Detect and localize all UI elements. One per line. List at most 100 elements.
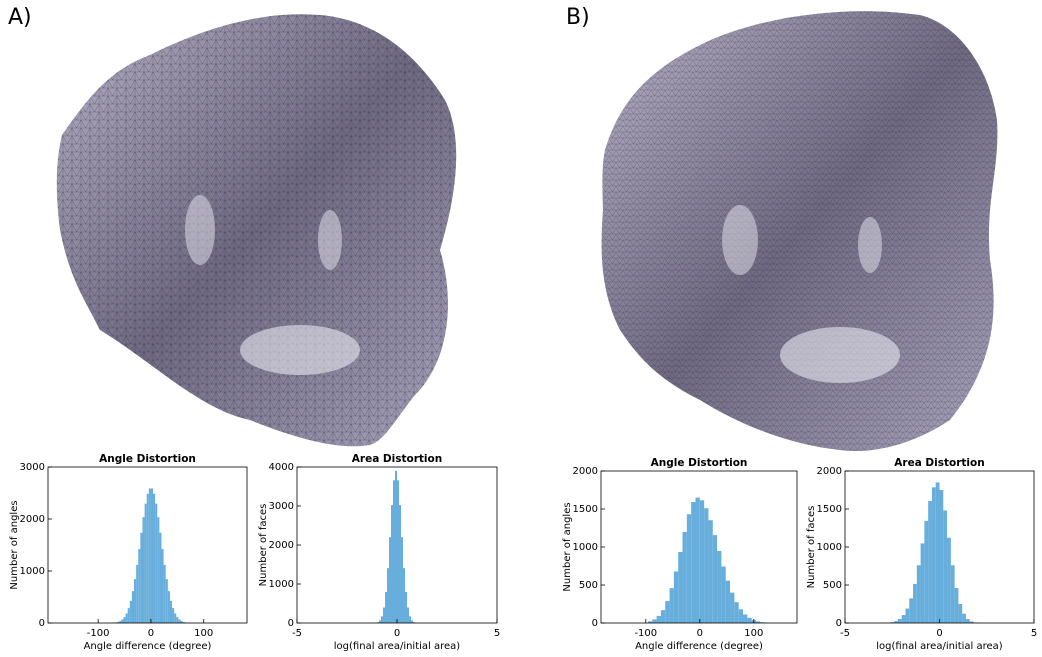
y-tick-label: 4000: [269, 462, 294, 473]
bar: [168, 591, 170, 623]
x-tick-label: 5: [1031, 628, 1037, 639]
y-tick-label: 0: [836, 618, 842, 629]
bar: [174, 613, 176, 623]
bar: [713, 535, 717, 623]
y-tick-label: 2000: [20, 514, 45, 525]
bar: [687, 514, 691, 623]
panel-label: A): [8, 5, 32, 30]
bar: [123, 617, 125, 623]
bar: [170, 601, 172, 623]
x-tick-label: 0: [148, 628, 154, 639]
bar: [403, 568, 405, 623]
bar: [172, 608, 174, 623]
bar: [389, 537, 391, 623]
bar: [734, 602, 738, 623]
bar: [947, 538, 951, 623]
y-tick-label: 2000: [817, 466, 842, 477]
bar: [387, 568, 389, 623]
x-axis-label: Angle difference (degree): [635, 641, 763, 652]
bar: [149, 488, 151, 623]
bar: [913, 584, 917, 623]
bar: [399, 505, 401, 623]
bar: [683, 532, 687, 623]
bar: [747, 618, 751, 623]
y-axis-label: Number of angles: [562, 502, 573, 591]
x-tick-label: -100: [87, 628, 110, 639]
bar: [670, 588, 674, 623]
bar: [932, 487, 936, 623]
y-tick-label: 500: [579, 580, 598, 591]
x-tick-label: -5: [292, 628, 302, 639]
y-tick-label: 0: [592, 618, 598, 629]
x-tick-label: 0: [936, 628, 942, 639]
bar: [695, 498, 699, 623]
bar: [159, 533, 161, 623]
bar: [928, 501, 932, 623]
bar: [665, 601, 669, 623]
mesh-render-a: [57, 14, 456, 446]
x-tick-label: 5: [494, 628, 500, 639]
bar: [126, 613, 128, 623]
bar: [704, 508, 708, 623]
bar: [726, 581, 730, 623]
bar: [130, 601, 132, 623]
y-axis-label: Number of angles: [9, 500, 20, 589]
bar: [902, 615, 906, 623]
chart-title: Angle Distortion: [99, 453, 196, 465]
bar: [166, 579, 168, 623]
x-tick-label: 0: [394, 628, 400, 639]
y-tick-label: 1000: [817, 542, 842, 553]
page: A) B) -10001000100020003000Angle Distort…: [0, 0, 1042, 657]
bar: [164, 565, 166, 623]
bar: [391, 505, 393, 623]
bar: [161, 549, 163, 623]
bar: [407, 608, 409, 623]
y-axis-label: Number of faces: [806, 506, 817, 589]
x-tick-label: -5: [840, 628, 850, 639]
y-tick-label: 1000: [20, 566, 45, 577]
bar: [921, 543, 925, 623]
bar: [121, 619, 123, 623]
bar: [951, 565, 955, 623]
bar: [743, 614, 747, 623]
bar: [142, 517, 144, 623]
bar: [717, 551, 721, 623]
bar: [652, 619, 656, 623]
y-tick-label: 0: [39, 618, 45, 629]
bar: [395, 471, 397, 623]
bar: [955, 588, 959, 623]
bar: [157, 517, 159, 623]
bar: [730, 593, 734, 623]
bar: [661, 610, 665, 623]
x-tick-label: 100: [194, 628, 213, 639]
x-axis-label: Angle difference (degree): [84, 641, 212, 652]
y-tick-label: 0: [288, 618, 294, 629]
chart-title: Angle Distortion: [651, 457, 748, 469]
chart-title: Area Distortion: [894, 457, 984, 469]
bar: [708, 520, 712, 623]
y-tick-label: 1500: [817, 504, 842, 515]
bar: [943, 510, 947, 623]
y-tick-label: 500: [823, 580, 842, 591]
bar: [962, 614, 966, 623]
bar: [397, 480, 399, 623]
bar: [940, 490, 944, 623]
bar: [739, 609, 743, 623]
bar: [691, 502, 695, 623]
bar: [383, 608, 385, 623]
y-tick-label: 3000: [20, 462, 45, 473]
bar: [176, 617, 178, 623]
bar: [401, 537, 403, 623]
bar: [924, 521, 928, 623]
bar: [958, 604, 962, 623]
bar: [409, 616, 411, 623]
bar: [678, 552, 682, 623]
bar: [657, 616, 661, 623]
bar: [151, 488, 153, 623]
bar: [178, 619, 180, 623]
panel-label: B): [566, 5, 590, 30]
bar: [393, 480, 395, 623]
bar: [405, 592, 407, 623]
bar: [721, 567, 725, 623]
chart-title: Area Distortion: [352, 453, 442, 465]
